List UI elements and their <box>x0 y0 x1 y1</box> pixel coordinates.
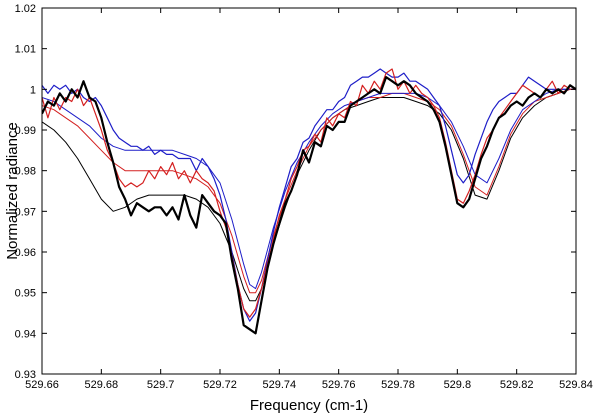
x-tick-label: 529.84 <box>559 379 593 391</box>
y-tick-label: 1 <box>30 84 36 96</box>
x-axis-label: Frequency (cm-1) <box>250 397 368 414</box>
x-tick-label: 529.76 <box>322 379 356 391</box>
plot-frame <box>41 7 577 375</box>
x-tick-label: 529.82 <box>500 379 534 391</box>
y-tick-label: 1.01 <box>15 44 36 56</box>
x-tick-label: 529.66 <box>25 379 59 391</box>
spectrum-line-0 <box>42 75 576 335</box>
x-tick-label: 529.78 <box>381 379 415 391</box>
y-axis-label: Normalized radiance <box>4 122 21 260</box>
model-curve-3 <box>42 88 576 302</box>
x-tick-label: 529.74 <box>263 379 297 391</box>
x-tick-label: 529.7 <box>147 379 175 391</box>
y-tick-label: 1.02 <box>15 3 36 15</box>
y-tick-label: 0.97 <box>15 206 36 218</box>
axis-ticks: 529.66 529.68 529.7 529.72 529.74 529.76 529.7… <box>15 3 593 391</box>
plot-area <box>42 68 576 335</box>
y-tick-label: 0.99 <box>15 125 36 137</box>
model-curve-5 <box>42 88 576 290</box>
x-tick-label: 529.68 <box>85 379 119 391</box>
x-tick-label: 529.8 <box>444 379 472 391</box>
y-tick-label: 0.93 <box>15 369 36 381</box>
y-tick-label: 0.98 <box>15 166 36 178</box>
y-tick-label: 0.95 <box>15 288 36 300</box>
model-curve-4 <box>42 88 576 294</box>
x-tick-label: 529.72 <box>203 379 237 391</box>
y-tick-label: 0.94 <box>15 328 36 340</box>
spectrum-line-2 <box>42 68 576 322</box>
spectrum-line-1 <box>42 68 576 318</box>
y-tick-label: 0.96 <box>15 247 36 259</box>
